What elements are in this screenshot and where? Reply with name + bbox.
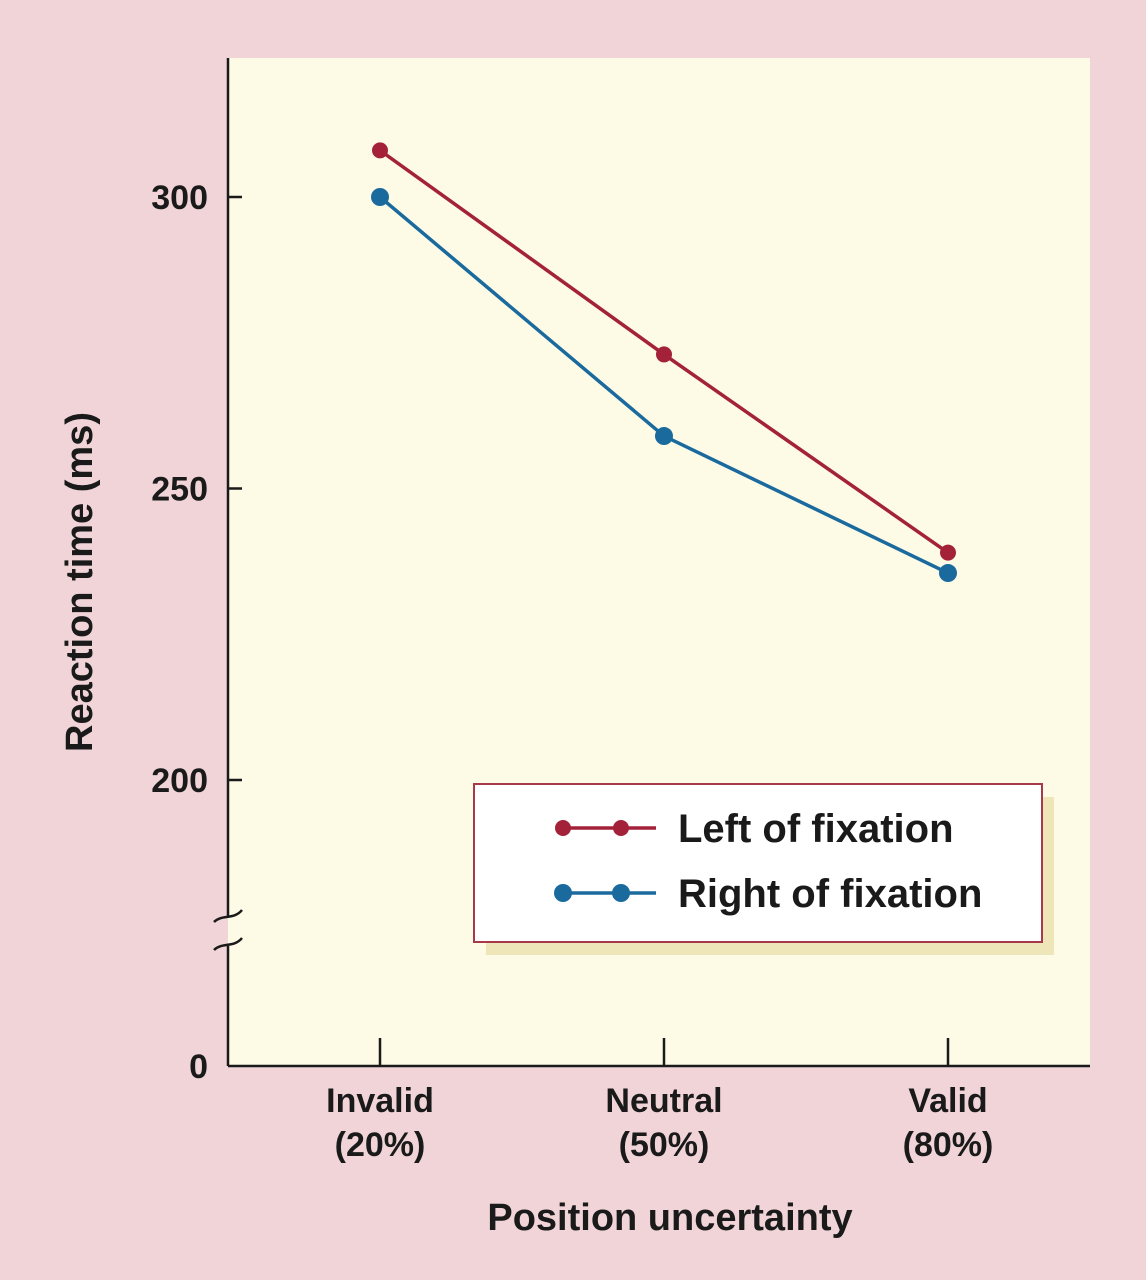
y-tick-label-200: 200 [151, 762, 208, 800]
y-axis-break-mark [213, 909, 243, 951]
legend-marker-0-b [613, 820, 629, 836]
series-0-point-0 [372, 142, 388, 159]
legend-marker-1-a [554, 884, 572, 902]
y-axis-title: Reaction time (ms) [59, 412, 101, 752]
series-1-point-2 [939, 564, 957, 583]
x-tick-label-0-line2: (20%) [335, 1126, 426, 1164]
x-tick-label-0-line1: Invalid [326, 1082, 434, 1120]
legend-marker-1-b [612, 884, 630, 902]
x-tick-label-1-line2: (50%) [619, 1126, 710, 1164]
y-tick-label-zero: 0 [189, 1048, 208, 1086]
series-1-point-0 [371, 188, 389, 206]
x-tick-label-2-line1: Valid [908, 1082, 987, 1120]
x-tick-label-1-line1: Neutral [605, 1082, 722, 1120]
legend-box [473, 783, 1043, 943]
y-tick-label-250: 250 [151, 471, 208, 509]
x-tick-label-2-line2: (80%) [903, 1126, 994, 1164]
legend-label-1: Right of fixation [678, 872, 982, 916]
legend-label-0: Left of fixation [678, 807, 954, 851]
x-axis-title: Position uncertainty [487, 1197, 852, 1239]
legend-marker-0-a [555, 820, 571, 836]
y-tick-label-300: 300 [151, 179, 208, 217]
legend: Left of fixation Right of fixation [473, 783, 1054, 955]
series-0-point-2 [940, 544, 956, 561]
series-1-point-1 [655, 427, 673, 446]
series-0-point-1 [656, 346, 672, 363]
